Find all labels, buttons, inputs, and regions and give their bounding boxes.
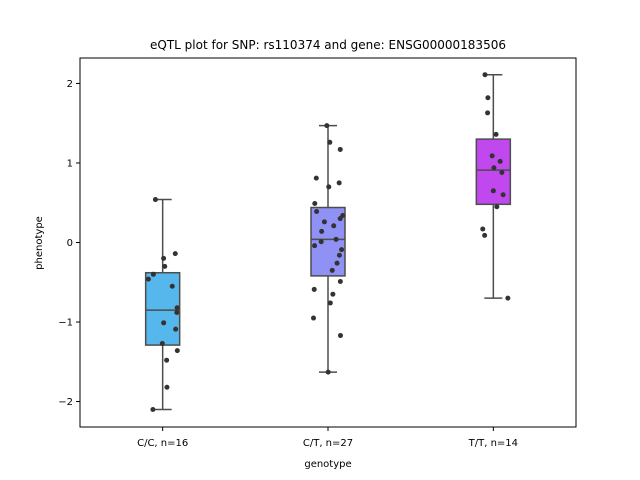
data-point: [327, 300, 333, 306]
data-point: [497, 158, 503, 164]
data-point: [505, 295, 511, 301]
data-point: [311, 315, 317, 321]
y-tick-label: −2: [58, 397, 73, 408]
data-point: [482, 72, 488, 78]
x-tick-label: T/T, n=14: [468, 438, 518, 449]
data-point: [174, 348, 180, 354]
data-point: [485, 110, 491, 116]
x-axis: C/C, n=16 C/T, n=27 T/T, n=14: [137, 427, 518, 449]
data-point: [162, 263, 168, 269]
data-point: [161, 320, 167, 326]
data-point: [164, 384, 170, 390]
data-point: [324, 123, 330, 129]
data-point: [337, 333, 343, 339]
data-point: [330, 291, 336, 297]
data-point: [172, 251, 178, 257]
y-tick-label: −1: [58, 318, 73, 329]
x-axis-label: genotype: [304, 459, 351, 470]
data-point: [325, 369, 331, 375]
data-point: [311, 286, 317, 292]
data-point: [334, 260, 340, 266]
data-point: [337, 216, 343, 222]
x-tick-label: C/C, n=16: [137, 438, 188, 449]
data-point: [493, 131, 499, 137]
data-point: [329, 267, 335, 273]
data-point: [326, 184, 332, 190]
data-point: [159, 340, 165, 346]
x-tick-label: C/T, n=27: [303, 438, 353, 449]
data-point: [337, 278, 343, 284]
data-point: [336, 180, 342, 186]
data-point: [490, 188, 496, 194]
data-point: [152, 197, 158, 203]
data-point: [150, 407, 156, 413]
box-iqr: [144, 271, 181, 346]
chart-title: eQTL plot for SNP: rs110374 and gene: EN…: [150, 38, 506, 52]
data-point: [327, 139, 333, 145]
data-point: [319, 228, 325, 234]
data-point: [494, 204, 500, 210]
data-point: [312, 201, 318, 207]
data-point: [333, 236, 339, 242]
data-point: [174, 305, 180, 311]
data-point: [164, 357, 170, 363]
y-tick-label: 2: [67, 79, 73, 90]
data-point: [150, 271, 156, 277]
data-point: [500, 192, 506, 198]
data-point: [313, 175, 319, 181]
data-point: [145, 276, 151, 282]
data-point: [336, 252, 342, 258]
data-point: [485, 95, 491, 101]
data-point: [314, 208, 320, 214]
data-point: [491, 165, 497, 171]
data-point: [318, 239, 324, 245]
y-axis-label: phenotype: [34, 216, 45, 270]
data-point: [161, 255, 167, 261]
y-tick-label: 1: [67, 158, 73, 169]
data-point: [173, 326, 179, 332]
data-point: [480, 226, 486, 232]
data-point: [312, 243, 318, 249]
data-point: [489, 153, 495, 159]
data-point: [482, 232, 488, 238]
plot-area: [144, 72, 512, 413]
data-point: [331, 223, 337, 229]
data-point: [339, 247, 345, 253]
data-point: [499, 170, 505, 176]
data-point: [337, 146, 343, 152]
data-point: [321, 219, 327, 225]
data-point: [169, 283, 175, 289]
y-axis: −2 −1 0 1 2: [58, 79, 80, 408]
y-tick-label: 0: [67, 238, 73, 249]
data-point: [174, 309, 180, 315]
